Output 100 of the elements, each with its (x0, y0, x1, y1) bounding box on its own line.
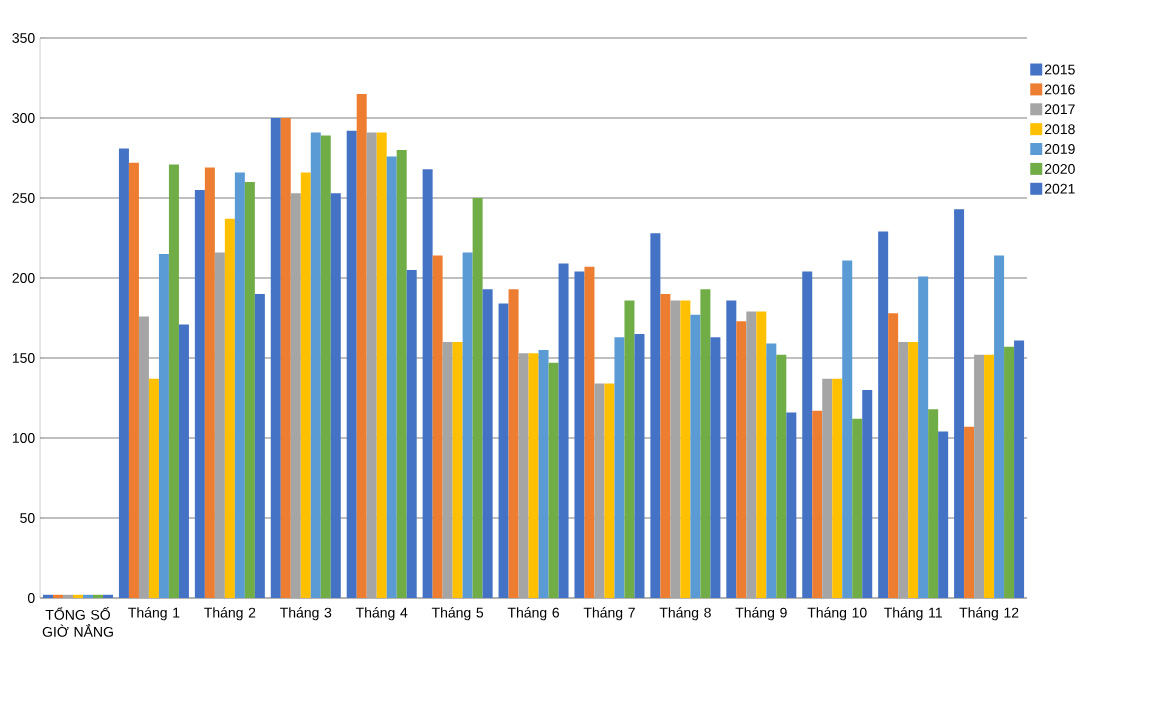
bar (984, 354, 995, 598)
bar (93, 594, 104, 598)
bar (83, 594, 94, 598)
bar (254, 293, 265, 598)
x-tick-label: Tháng 7 (583, 607, 635, 621)
bar (786, 412, 797, 598)
y-tick-label: 50 (20, 513, 35, 523)
legend-label: 2016 (1044, 84, 1075, 95)
bar (432, 255, 443, 598)
bar (538, 349, 549, 598)
bar (746, 311, 757, 598)
bar (73, 594, 84, 598)
bar (812, 410, 823, 598)
bar (280, 117, 291, 598)
bar (376, 132, 387, 598)
bar (452, 341, 463, 598)
bar (954, 209, 965, 598)
legend-label: 2018 (1044, 124, 1075, 135)
bar (138, 316, 149, 598)
bar (356, 93, 367, 598)
bar (624, 300, 635, 598)
y-tick-label: 100 (12, 433, 35, 443)
bar (842, 260, 853, 598)
bar (938, 431, 949, 598)
bar (194, 189, 205, 598)
bar (584, 266, 595, 598)
bar (1004, 346, 1015, 598)
bar (650, 233, 661, 598)
bar (660, 293, 671, 598)
bar (634, 333, 645, 598)
bar (310, 132, 321, 598)
bar (756, 311, 767, 598)
bar (214, 252, 225, 598)
bar (710, 337, 721, 598)
bar (386, 156, 397, 598)
bar (680, 300, 691, 598)
bar (928, 409, 939, 598)
x-tick-label: Tháng 2 (204, 607, 256, 621)
bar (766, 343, 777, 598)
x-tick-label: Tháng 9 (735, 607, 787, 621)
bar (346, 130, 357, 598)
bar (974, 354, 985, 598)
bar (528, 353, 539, 598)
bar (128, 162, 139, 598)
bar (103, 594, 114, 598)
bar (442, 341, 453, 598)
x-tick-label: Tháng 8 (659, 607, 711, 621)
bar (832, 378, 843, 598)
bar (888, 313, 899, 598)
bar (118, 148, 129, 598)
bar (270, 117, 281, 598)
x-tick-label: Tháng 4 (355, 607, 408, 621)
x-tick-label: Tháng 5 (431, 607, 484, 621)
bar (726, 300, 737, 598)
bar (168, 164, 179, 598)
bar (776, 354, 787, 598)
bar (908, 341, 919, 598)
bar (462, 252, 473, 598)
bar (558, 263, 569, 598)
bar (994, 255, 1005, 598)
bar (482, 289, 493, 598)
bar (320, 135, 331, 598)
bar (472, 197, 483, 598)
bar (43, 594, 54, 598)
bar (178, 324, 189, 598)
bar (330, 193, 341, 598)
bar (614, 337, 625, 598)
bar (862, 389, 873, 598)
legend-label: 2020 (1044, 163, 1075, 174)
bar (802, 271, 813, 598)
bar (366, 132, 377, 598)
bar (574, 271, 585, 598)
x-tick-label: Tháng 1 (128, 607, 180, 621)
legend-label: 2019 (1044, 144, 1075, 154)
x-tick-label: TỔNG SỐ GIỜ NẮNG (42, 607, 113, 637)
bar (518, 353, 529, 598)
bar (396, 149, 407, 598)
bar (852, 418, 863, 598)
bar (690, 314, 701, 598)
y-tick-label: 0 (27, 593, 35, 603)
y-tick-label: 250 (12, 193, 35, 203)
bar (898, 341, 909, 598)
x-tick-label: Tháng 12 (959, 607, 1019, 621)
bar (148, 378, 159, 598)
bar (700, 289, 711, 598)
x-tick-label: Tháng 3 (280, 607, 332, 621)
bar (406, 269, 417, 598)
bar (158, 253, 169, 598)
bar (508, 289, 519, 598)
bar (878, 231, 889, 598)
y-tick-label: 150 (12, 353, 35, 363)
bar (422, 169, 433, 598)
bar (290, 193, 301, 598)
bar (548, 362, 559, 598)
bar (224, 218, 235, 598)
bar (204, 167, 215, 598)
bar (604, 383, 615, 598)
bar (53, 594, 64, 598)
x-tick-label: Tháng 11 (884, 607, 942, 621)
bar (670, 300, 681, 598)
